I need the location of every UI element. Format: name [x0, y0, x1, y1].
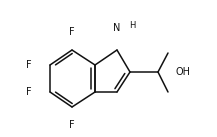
Text: F: F [69, 120, 75, 130]
Text: F: F [26, 87, 32, 97]
Text: OH: OH [175, 67, 190, 77]
Text: N: N [113, 23, 121, 33]
Text: F: F [26, 60, 32, 70]
Text: F: F [69, 27, 75, 37]
Text: H: H [129, 21, 135, 30]
